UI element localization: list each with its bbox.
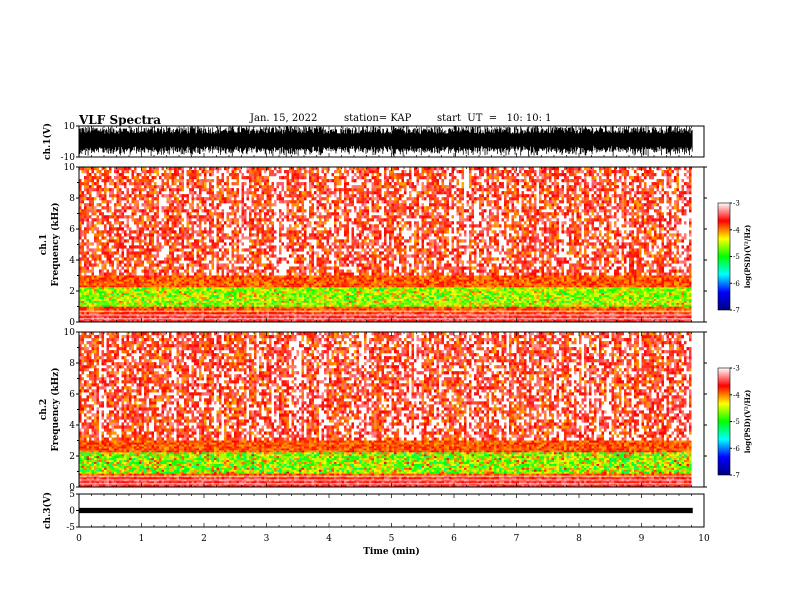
ch3-ytick-label: 0: [69, 507, 75, 517]
xtick-label: 2: [201, 534, 207, 544]
ch1-spectrogram-colorbar: [718, 203, 730, 310]
xtick-label: 1: [139, 534, 145, 544]
ch2-spectrogram-ytick-label: 10: [64, 328, 76, 338]
ch3-ytick-label: 5: [69, 490, 75, 500]
xtick-label: 4: [326, 534, 332, 544]
ch2-spectrogram-colorbar-tick-label: -3: [733, 365, 740, 373]
xtick-label: 7: [514, 534, 520, 544]
xtick-label: 5: [389, 534, 395, 544]
ch2-spectrogram-colorbar-tick-label: -4: [733, 391, 740, 399]
ch1-waveform-ylabel: ch.1(V): [42, 123, 53, 160]
ch2-spectrogram-ytick-label: 8: [69, 359, 75, 369]
ch1-spectrogram-colorbar-tick-label: -7: [733, 307, 740, 315]
xtick-label: 3: [264, 534, 270, 544]
ch1-spectrogram-colorbar-tick-label: -6: [733, 280, 740, 288]
ch1-spectrogram-ytick-label: 4: [69, 256, 75, 266]
ch2-spectrogram-ylabel-channel: ch.2: [39, 399, 49, 420]
ch1-spectrogram-colorbar-tick-label: -3: [733, 200, 740, 208]
ch1-spectrogram-colorbar-tick-label: -4: [733, 226, 740, 234]
ch2-spectrogram-colorbar-tick-label: -6: [733, 445, 740, 453]
ch1-spectrogram-ytick-label: 8: [69, 194, 75, 204]
ch2-spectrogram-colorbar-tick-label: -5: [733, 418, 740, 426]
vlf-figure: 10-10ch.1(V)0246810ch.1 Frequency (kHz) -3…: [0, 0, 792, 612]
ch2-spectrogram-ytick-label: 4: [69, 421, 75, 431]
ch1-spectrogram-ytick-label: 10: [64, 163, 76, 173]
xtick-label: 10: [698, 534, 710, 544]
ch1-ytick-label: -10: [61, 153, 76, 163]
ch2-spectrogram-ylabel-frequency: Frequency (kHz): [50, 367, 61, 451]
ch3-ytick-label: -5: [66, 523, 75, 533]
xtick-label: 9: [639, 534, 645, 544]
ch1-spectrogram-colorbar-label: log(PSD)(V²/Hz): [743, 225, 752, 289]
ch2-spectrogram-colorbar: [718, 368, 730, 475]
ch3-waveform-trace: [79, 508, 693, 513]
ch2-spectrogram-colorbar-tick-label: -7: [733, 472, 740, 480]
ch3-waveform-ylabel: ch.3(V): [42, 492, 53, 529]
x-axis-label: Time (min): [363, 546, 420, 557]
ch1-spectrogram-ytick-label: 2: [69, 287, 75, 297]
xtick-label: 0: [76, 534, 82, 544]
ch1-spectrogram-colorbar-tick-label: -5: [733, 253, 740, 261]
ch1-spectrogram-ytick-label: 6: [69, 225, 75, 235]
xtick-label: 6: [451, 534, 457, 544]
ch2-spectrogram-ytick-label: 2: [69, 452, 75, 462]
xtick-label: 8: [576, 534, 582, 544]
ch2-spectrogram-ytick-label: 6: [69, 390, 75, 400]
ch1-spectrogram-ylabel-frequency: Frequency (kHz): [50, 202, 61, 286]
ch1-ytick-label: 10: [64, 122, 76, 132]
ch2-spectrogram-colorbar-label: log(PSD)(V²/Hz): [743, 390, 752, 454]
ch1-spectrogram-ylabel-channel: ch.1: [39, 234, 49, 255]
ch1-spectrogram-ytick-label: 0: [69, 318, 75, 328]
